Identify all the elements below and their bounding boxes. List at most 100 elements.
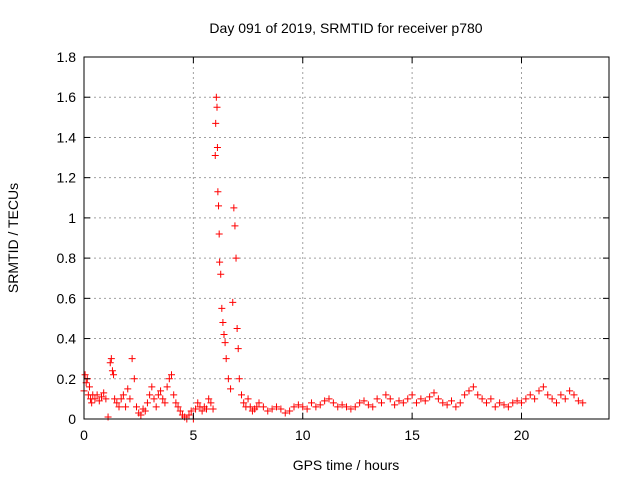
data-point	[386, 395, 394, 403]
data-point	[290, 403, 298, 411]
data-point	[404, 395, 412, 403]
data-point	[224, 375, 232, 383]
data-point	[391, 401, 399, 409]
data-point	[474, 391, 482, 399]
data-point	[176, 407, 184, 415]
data-point	[213, 144, 221, 151]
y-tick-label: 0	[68, 411, 76, 427]
data-point	[259, 403, 267, 411]
data-point	[95, 397, 103, 405]
data-point	[165, 375, 173, 383]
data-point	[566, 387, 574, 395]
data-point	[535, 387, 543, 395]
data-point	[137, 411, 145, 419]
data-point	[192, 405, 200, 413]
data-point	[312, 403, 320, 411]
data-point	[141, 407, 149, 415]
data-point	[221, 339, 229, 347]
data-point	[108, 367, 116, 375]
data-point	[240, 399, 248, 407]
data-point	[443, 401, 451, 409]
data-point	[299, 403, 307, 411]
y-tick-label: 0.2	[57, 371, 77, 387]
data-point	[128, 355, 136, 363]
data-point	[325, 395, 333, 403]
data-point	[421, 397, 429, 405]
data-point	[255, 399, 263, 407]
data-point	[194, 399, 202, 407]
data-point	[100, 389, 108, 397]
data-point	[351, 403, 359, 411]
data-point	[185, 411, 193, 419]
data-point	[227, 385, 235, 393]
data-point	[430, 389, 438, 397]
data-point	[205, 395, 213, 403]
data-point	[146, 391, 154, 399]
data-point	[531, 395, 539, 403]
data-point	[159, 395, 167, 403]
y-tick-label: 1	[68, 210, 76, 226]
data-point	[496, 399, 504, 407]
data-point	[212, 119, 220, 127]
data-point	[408, 391, 416, 399]
data-point	[238, 391, 245, 399]
y-tick-label: 0.8	[57, 250, 77, 266]
data-point	[308, 399, 315, 407]
data-point	[518, 399, 525, 407]
data-point	[222, 355, 230, 363]
data-point	[574, 397, 582, 405]
data-point	[395, 397, 403, 405]
data-point	[281, 409, 289, 417]
data-point	[399, 399, 407, 407]
data-point	[417, 395, 425, 403]
data-point	[218, 304, 226, 312]
data-point	[110, 371, 118, 379]
data-point	[203, 405, 210, 413]
data-point	[115, 403, 123, 411]
data-point	[198, 407, 206, 415]
data-point	[378, 399, 385, 407]
x-tick-label: 15	[404, 427, 420, 443]
plot-frame	[83, 56, 610, 420]
data-point	[235, 375, 243, 383]
data-point	[487, 395, 495, 403]
data-point	[216, 258, 224, 266]
y-tick-label: 1.2	[57, 170, 77, 186]
data-point	[369, 403, 377, 411]
x-axis-label: GPS time / hours	[293, 457, 400, 473]
data-point	[133, 403, 140, 411]
data-point	[214, 188, 222, 196]
data-point	[264, 407, 272, 415]
data-point	[343, 403, 350, 411]
data-point	[157, 387, 165, 395]
data-point	[102, 395, 110, 403]
data-point	[334, 403, 342, 411]
data-point	[150, 395, 158, 403]
data-point	[500, 401, 508, 409]
x-tick-label: 20	[514, 427, 530, 443]
data-point	[469, 383, 477, 391]
data-point	[382, 391, 390, 399]
data-point	[461, 391, 469, 399]
data-point	[504, 403, 512, 411]
data-point	[294, 401, 302, 409]
data-point	[548, 395, 556, 403]
data-point	[439, 399, 447, 407]
data-point	[88, 399, 96, 407]
data-point	[122, 403, 130, 411]
data-point	[130, 375, 138, 383]
data-point	[81, 371, 89, 379]
data-point	[526, 391, 534, 399]
y-tick-label: 1.6	[57, 89, 77, 105]
data-point	[106, 359, 114, 367]
data-point	[213, 103, 221, 111]
data-point	[338, 401, 346, 409]
data-point	[85, 383, 93, 391]
data-point	[448, 397, 455, 405]
data-point	[154, 391, 162, 399]
data-point	[211, 152, 219, 160]
data-point	[229, 298, 237, 306]
x-tick-label: 5	[189, 427, 197, 443]
data-point	[491, 403, 499, 411]
data-point	[148, 383, 156, 391]
